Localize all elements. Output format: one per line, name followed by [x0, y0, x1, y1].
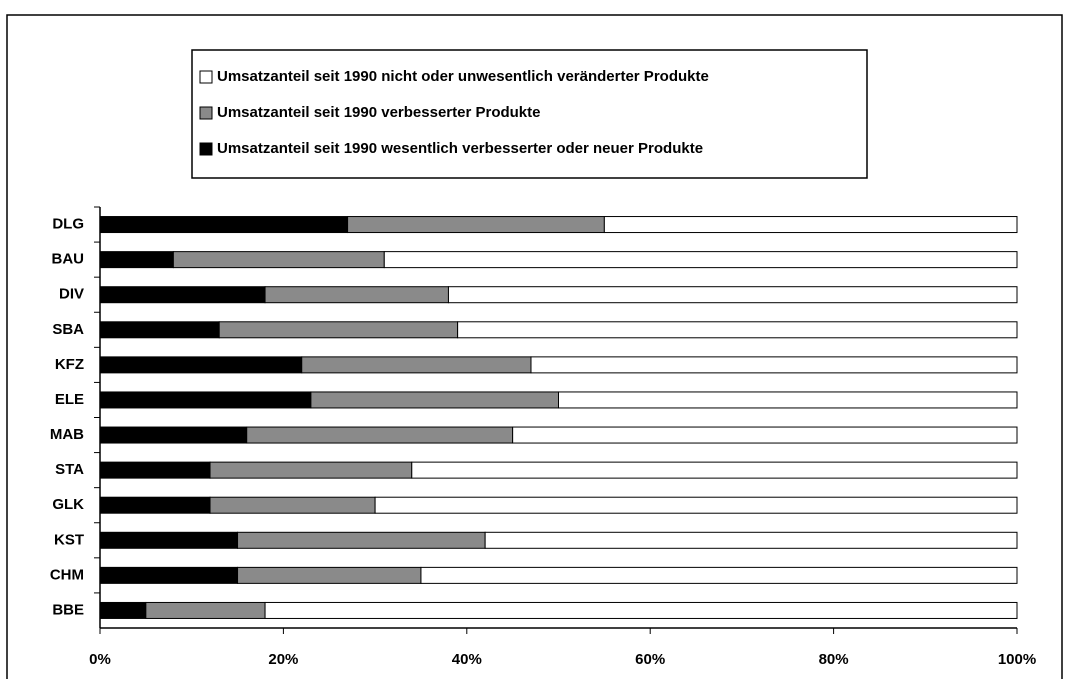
x-tick-label: 40%	[452, 651, 482, 668]
x-tick-label: 100%	[998, 651, 1036, 668]
bar-segment	[301, 356, 532, 374]
y-tick-label: DLG	[52, 216, 84, 233]
bar-segment	[374, 496, 1018, 514]
bar-segment	[99, 251, 174, 269]
y-tick-label: GLK	[52, 496, 84, 513]
legend-label: Umsatzanteil seit 1990 wesentlich verbes…	[217, 140, 703, 157]
bar-segment	[347, 216, 605, 234]
y-tick-label: ELE	[55, 391, 84, 408]
y-tick-label: BBE	[52, 601, 84, 618]
y-tick-label: DIV	[59, 286, 84, 303]
bar-segment	[99, 426, 248, 444]
x-tick-label: 0%	[89, 651, 111, 668]
legend-label: Umsatzanteil seit 1990 verbesserter Prod…	[217, 104, 541, 121]
bar-segment	[264, 286, 449, 304]
bar-segment	[99, 286, 266, 304]
legend-swatch	[199, 70, 213, 84]
bar-segment	[172, 251, 385, 269]
y-tick-label: MAB	[50, 426, 84, 443]
x-tick-label: 80%	[819, 651, 849, 668]
bar-segment	[246, 426, 514, 444]
bar-segment	[99, 496, 211, 514]
y-tick-label: SBA	[52, 321, 84, 338]
bar-segment	[99, 391, 312, 409]
bar-segment	[209, 461, 413, 479]
bar-segment	[383, 251, 1018, 269]
bar-segment	[99, 216, 349, 234]
bar-segment	[99, 566, 239, 584]
legend-swatch	[199, 142, 213, 156]
bar-segment	[99, 601, 147, 619]
y-tick-label: KST	[54, 531, 84, 548]
bar-segment	[484, 531, 1018, 549]
bar-segment	[512, 426, 1018, 444]
bar-segment	[264, 601, 1018, 619]
y-tick-label: CHM	[50, 566, 84, 583]
bar-segment	[457, 321, 1018, 339]
y-tick-label: STA	[55, 461, 84, 478]
legend-swatch	[199, 106, 213, 120]
bar-segment	[420, 566, 1018, 584]
bar-segment	[411, 461, 1018, 479]
bar-segment	[145, 601, 266, 619]
bar-segment	[447, 286, 1018, 304]
bar-segment	[99, 461, 211, 479]
x-tick-label: 60%	[635, 651, 665, 668]
bar-segment	[603, 216, 1018, 234]
bar-segment	[209, 496, 376, 514]
bar-segment	[310, 391, 559, 409]
bar-segment	[530, 356, 1018, 374]
legend-box	[191, 49, 868, 179]
x-tick-label: 20%	[268, 651, 298, 668]
bar-segment	[99, 321, 220, 339]
bar-segment	[99, 356, 303, 374]
bar-segment	[218, 321, 459, 339]
bar-segment	[558, 391, 1018, 409]
y-tick-label: KFZ	[55, 356, 84, 373]
bar-segment	[99, 531, 239, 549]
y-tick-label: BAU	[52, 251, 85, 268]
legend-label: Umsatzanteil seit 1990 nicht oder unwese…	[217, 68, 709, 85]
bar-segment	[237, 566, 422, 584]
bar-segment	[237, 531, 486, 549]
